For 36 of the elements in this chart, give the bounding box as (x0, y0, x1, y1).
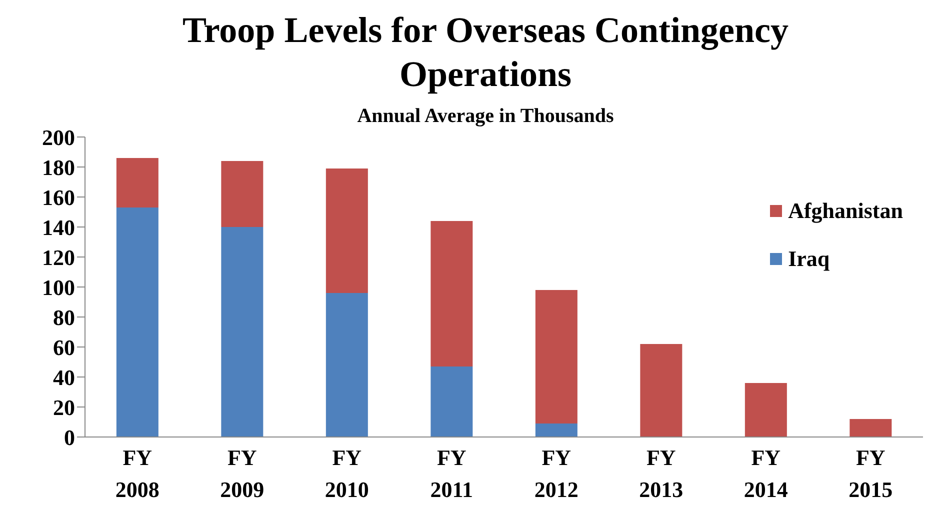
y-tick-label: 0 (64, 424, 75, 450)
bar (430, 221, 473, 366)
y-tick-label: 20 (53, 394, 75, 420)
chart-subtitle: Annual Average in Thousands (357, 105, 614, 127)
bar (326, 168, 368, 293)
bar (640, 344, 682, 437)
x-tick-label: FY 2013 (639, 445, 684, 502)
bar (744, 383, 787, 437)
bar (535, 424, 578, 437)
y-tick-label: 120 (42, 244, 75, 270)
x-tick-label: FY 2015 (848, 445, 893, 502)
y-tick-label: 160 (42, 184, 75, 210)
legend-label: Iraq (788, 246, 830, 272)
y-tick-label: 40 (53, 364, 75, 390)
x-tick-label: FY 2012 (534, 445, 578, 502)
chart-title: Troop Levels for Overseas Contingency Operations (182, 9, 790, 96)
y-tick-label: 200 (42, 124, 75, 150)
y-tick-label: 180 (42, 154, 75, 180)
y-tick-label: 100 (42, 274, 75, 300)
bar (535, 290, 578, 424)
bar (430, 366, 473, 437)
y-tick-label: 140 (42, 214, 75, 240)
x-tick-label: FY 2008 (115, 445, 160, 502)
bar (326, 293, 368, 437)
x-tick-label: FY 2014 (744, 445, 788, 502)
x-tick-label: FY 2011 (430, 445, 474, 502)
x-tick-label: FY 2010 (324, 445, 369, 502)
y-tick-label: 60 (53, 334, 75, 360)
bar (221, 161, 264, 227)
bar (116, 158, 158, 208)
bar (221, 227, 264, 437)
legend-label: Afghanistan (788, 198, 903, 224)
bar (850, 419, 892, 437)
y-tick-label: 80 (53, 304, 75, 330)
x-tick-label: FY 2009 (220, 445, 264, 502)
bar (116, 208, 158, 437)
